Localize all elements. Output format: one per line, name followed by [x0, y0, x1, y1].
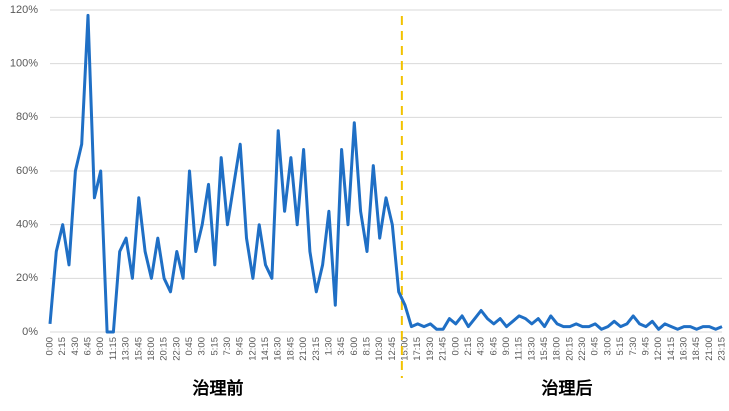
x-tick-label: 22:30	[171, 337, 182, 361]
annotation: 治理前	[193, 378, 244, 399]
y-tick-label: 80%	[16, 111, 38, 123]
x-tick-label: 16:30	[273, 337, 284, 361]
x-tick-label: 13:30	[526, 337, 537, 361]
x-tick-label: 7:30	[222, 337, 233, 356]
x-tick-label: 15:45	[133, 337, 144, 361]
y-tick-label: 100%	[10, 58, 38, 70]
x-tick-label: 4:30	[70, 337, 81, 356]
x-tick-label: 6:45	[488, 337, 499, 356]
x-tick-label: 0:00	[450, 337, 461, 356]
x-tick-label: 15:45	[539, 337, 550, 361]
x-tick-label: 6:00	[349, 337, 360, 356]
x-tick-label: 12:00	[247, 337, 258, 361]
x-tick-label: 12:45	[387, 337, 398, 361]
x-tick-label: 7:30	[628, 337, 639, 356]
x-tick-label: 10:30	[374, 337, 385, 361]
x-tick-label: 20:15	[564, 337, 575, 361]
y-tick-label: 60%	[16, 165, 38, 177]
x-tick-label: 2:15	[57, 337, 68, 356]
x-tick-label: 11:15	[108, 337, 119, 360]
x-tick-label: 18:00	[146, 337, 157, 361]
x-tick-label: 14:15	[666, 337, 677, 361]
x-tick-label: 1:30	[323, 337, 334, 356]
x-tick-label: 3:45	[336, 337, 347, 356]
x-tick-label: 11:15	[514, 337, 525, 360]
x-tick-label: 2:15	[463, 337, 474, 356]
x-tick-label: 9:45	[235, 337, 246, 356]
x-tick-label: 15:00	[400, 337, 411, 361]
x-tick-label: 9:00	[95, 337, 106, 356]
line-series	[48, 13, 723, 334]
x-tick-label: 20:15	[159, 337, 170, 361]
x-tick-label: 21:45	[438, 337, 449, 361]
x-tick-label: 23:15	[311, 337, 322, 361]
x-tick-label: 5:15	[209, 337, 220, 356]
x-tick-label: 18:00	[552, 337, 563, 361]
x-tick-label: 17:15	[412, 337, 423, 361]
x-tick-label: 21:00	[704, 337, 715, 361]
y-tick-label: 40%	[16, 219, 38, 231]
x-tick-label: 16:30	[678, 337, 689, 361]
annotation: 治理后	[542, 378, 593, 399]
x-tick-label: 9:45	[640, 337, 651, 356]
x-tick-label: 6:45	[83, 337, 94, 356]
x-tick-label: 12:00	[653, 337, 664, 361]
x-tick-label: 19:30	[425, 337, 436, 361]
y-tick-label: 0%	[22, 326, 38, 338]
x-tick-label: 0:00	[45, 337, 56, 356]
x-tick-label: 3:00	[197, 337, 208, 356]
x-tick-label: 8:15	[361, 337, 372, 356]
x-tick-label: 18:45	[285, 337, 296, 361]
x-tick-label: 3:00	[602, 337, 613, 356]
x-tick-label: 0:45	[184, 337, 195, 356]
x-tick-label: 9:00	[501, 337, 512, 356]
x-tick-label: 4:30	[476, 337, 487, 356]
x-tick-label: 5:15	[615, 337, 626, 356]
y-tick-label: 20%	[16, 272, 38, 284]
x-tick-label: 22:30	[577, 337, 588, 361]
x-tick-label: 23:15	[717, 337, 728, 361]
x-tick-label: 13:30	[121, 337, 132, 361]
x-tick-label: 21:00	[298, 337, 309, 361]
x-tick-label: 18:45	[691, 337, 702, 361]
x-tick-label: 0:45	[590, 337, 601, 356]
y-tick-label: 120%	[10, 4, 38, 16]
x-tick-label: 14:15	[260, 337, 271, 361]
